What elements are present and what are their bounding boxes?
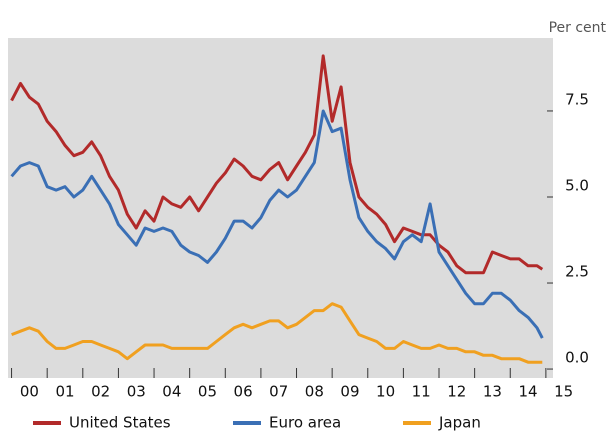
x-tick-label: 02 [91, 383, 110, 401]
x-tick-label: 00 [20, 383, 39, 401]
x-tick-label: 10 [376, 383, 395, 401]
y-tick-label: 7.5 [565, 90, 589, 108]
x-tick-label: 15 [554, 383, 573, 401]
x-tick-label: 07 [269, 383, 288, 401]
x-tick-label: 12 [447, 383, 466, 401]
x-tick-label: 04 [162, 383, 181, 401]
y-tick-label: 5.0 [565, 176, 589, 194]
series-line [10, 109, 544, 339]
series-line [10, 54, 544, 275]
plot-area [8, 38, 553, 378]
x-tick-label: 08 [305, 383, 324, 401]
x-tick-label: 11 [412, 383, 431, 401]
legend-label: Euro area [269, 414, 341, 432]
x-tick-label: 01 [55, 383, 74, 401]
y-tick-label: 2.5 [565, 263, 589, 281]
series-line [11, 302, 543, 364]
x-tick-label: 14 [519, 383, 538, 401]
x-tick-label: 05 [198, 383, 217, 401]
y-tick-label: 0.0 [565, 349, 589, 367]
x-tick-label: 03 [127, 383, 146, 401]
x-tick-label: 06 [234, 383, 253, 401]
x-tick-label: 13 [483, 383, 502, 401]
legend-label: Japan [438, 414, 481, 432]
legend-label: United States [69, 414, 171, 432]
x-tick-label: 09 [340, 383, 359, 401]
y-axis-label: Per cent [549, 20, 607, 36]
